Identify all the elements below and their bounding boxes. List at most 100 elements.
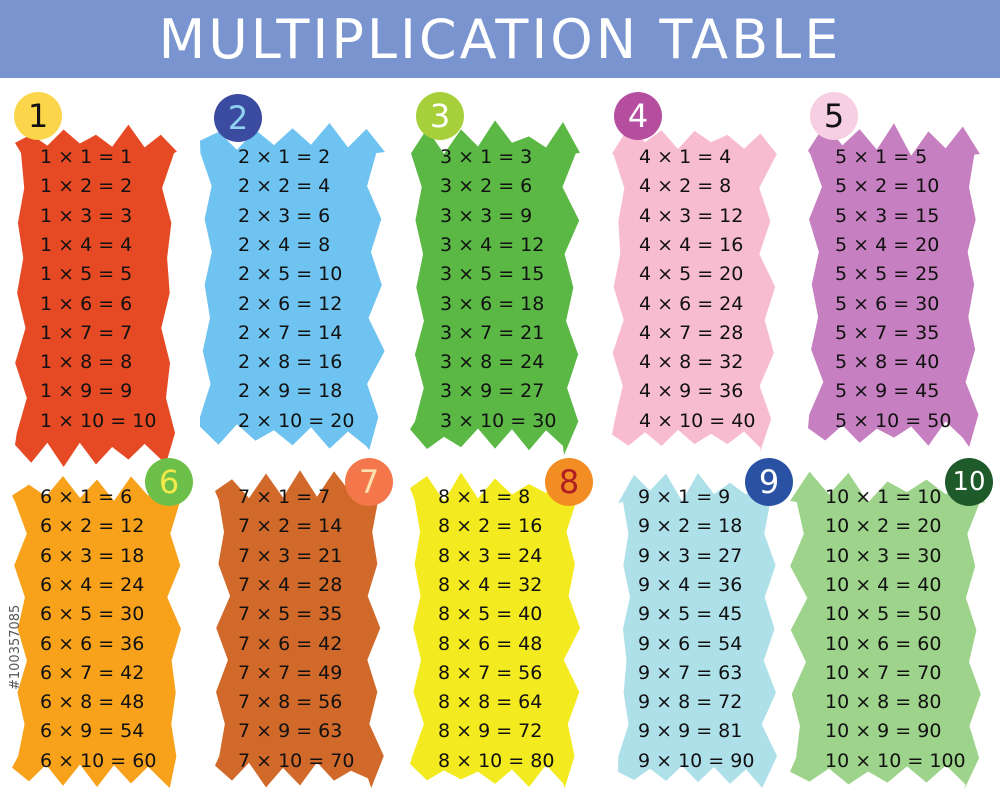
multiplication-fact: 5 × 1 = 5 bbox=[835, 146, 928, 168]
panel-background bbox=[790, 471, 985, 790]
multiplication-fact: 3 × 4 = 12 bbox=[440, 233, 545, 256]
multiplication-fact: 1 × 9 = 9 bbox=[40, 380, 133, 403]
table-6-panel: 6 × 1 = 6 6 × 2 = 12 6 × 3 = 18 6 × 4 = 24 6… bbox=[12, 470, 182, 788]
multiplication-fact: 6 × 8 = 48 bbox=[40, 691, 145, 714]
table-number-badge: 7 bbox=[345, 458, 393, 506]
multiplication-fact: 10 × 1 = 10 bbox=[825, 486, 942, 508]
multiplication-fact: 7 × 7 = 49 bbox=[238, 661, 343, 684]
panel-background bbox=[410, 120, 580, 455]
multiplication-fact: 1 × 8 = 8 bbox=[40, 351, 133, 374]
multiplication-fact: 8 × 10 = 80 bbox=[438, 749, 555, 772]
multiplication-fact: 4 × 1 = 4 bbox=[639, 146, 732, 168]
multiplication-fact: 5 × 6 = 30 bbox=[835, 292, 940, 315]
multiplication-fact: 5 × 7 = 35 bbox=[835, 321, 940, 344]
multiplication-fact: 7 × 4 = 28 bbox=[238, 573, 343, 596]
multiplication-fact: 7 × 9 = 63 bbox=[238, 720, 343, 743]
multiplication-fact: 10 × 3 = 30 bbox=[825, 544, 942, 567]
multiplication-fact: 4 × 4 = 16 bbox=[639, 233, 744, 256]
multiplication-fact: 6 × 4 = 24 bbox=[40, 573, 145, 596]
multiplication-fact: 6 × 5 = 30 bbox=[40, 603, 145, 626]
multiplication-fact: 4 × 7 = 28 bbox=[639, 321, 744, 344]
multiplication-fact: 3 × 7 = 21 bbox=[440, 321, 545, 344]
multiplication-fact: 10 × 5 = 50 bbox=[825, 603, 942, 626]
multiplication-fact: 9 × 7 = 63 bbox=[638, 661, 743, 684]
table-number-badge: 9 bbox=[745, 458, 793, 506]
multiplication-fact: 2 × 3 = 6 bbox=[238, 204, 331, 227]
multiplication-fact: 1 × 1 = 1 bbox=[40, 146, 133, 168]
multiplication-fact: 4 × 3 = 12 bbox=[639, 204, 744, 227]
panel-background bbox=[618, 473, 778, 788]
multiplication-fact: 2 × 2 = 4 bbox=[238, 175, 331, 198]
multiplication-fact: 5 × 8 = 40 bbox=[835, 351, 940, 374]
multiplication-fact: 9 × 8 = 72 bbox=[638, 691, 743, 714]
panel-background bbox=[808, 123, 980, 447]
multiplication-fact: 4 × 9 = 36 bbox=[639, 380, 744, 403]
multiplication-fact: 6 × 9 = 54 bbox=[40, 720, 145, 743]
multiplication-fact: 5 × 9 = 45 bbox=[835, 380, 940, 403]
page-title: MULTIPLICATION TABLE bbox=[158, 7, 842, 71]
multiplication-fact: 9 × 10 = 90 bbox=[638, 749, 755, 772]
table-number-badge: 3 bbox=[416, 92, 464, 140]
multiplication-fact: 3 × 8 = 24 bbox=[440, 351, 545, 374]
multiplication-fact: 6 × 1 = 6 bbox=[40, 486, 133, 508]
multiplication-fact: 9 × 3 = 27 bbox=[638, 544, 743, 567]
multiplication-fact: 7 × 3 = 21 bbox=[238, 544, 343, 567]
table-9-panel: 9 × 1 = 9 9 × 2 = 18 9 × 3 = 27 9 × 4 = 36 9… bbox=[618, 470, 778, 788]
multiplication-fact: 7 × 1 = 7 bbox=[238, 486, 331, 508]
table-number-badge: 4 bbox=[614, 92, 662, 140]
multiplication-fact: 6 × 7 = 42 bbox=[40, 661, 145, 684]
panel-background bbox=[200, 122, 385, 450]
multiplication-fact: 8 × 1 = 8 bbox=[438, 486, 531, 508]
multiplication-fact: 2 × 8 = 16 bbox=[238, 351, 343, 374]
multiplication-fact: 10 × 8 = 80 bbox=[825, 691, 942, 714]
multiplication-fact: 2 × 4 = 8 bbox=[238, 233, 331, 256]
table-number-badge: 6 bbox=[145, 458, 193, 506]
multiplication-fact: 7 × 6 = 42 bbox=[238, 632, 343, 655]
multiplication-fact: 5 × 10 = 50 bbox=[835, 409, 952, 432]
multiplication-fact: 8 × 8 = 64 bbox=[438, 691, 543, 714]
multiplication-fact: 8 × 3 = 24 bbox=[438, 544, 543, 567]
multiplication-fact: 3 × 6 = 18 bbox=[440, 292, 545, 315]
multiplication-fact: 3 × 5 = 15 bbox=[440, 263, 545, 286]
watermark-id: #100357085 bbox=[8, 604, 23, 690]
table-7-panel: 7 × 1 = 7 7 × 2 = 14 7 × 3 = 21 7 × 4 = 28 7… bbox=[215, 468, 385, 788]
multiplication-fact: 4 × 10 = 40 bbox=[639, 409, 756, 432]
table-number-badge: 10 bbox=[945, 458, 993, 506]
multiplication-fact: 8 × 2 = 16 bbox=[438, 515, 543, 538]
panel-background bbox=[15, 124, 177, 468]
multiplication-fact: 10 × 2 = 20 bbox=[825, 515, 942, 538]
multiplication-fact: 1 × 5 = 5 bbox=[40, 263, 133, 286]
multiplication-fact: 5 × 3 = 15 bbox=[835, 204, 940, 227]
multiplication-fact: 10 × 4 = 40 bbox=[825, 573, 942, 596]
multiplication-fact: 8 × 4 = 32 bbox=[438, 573, 543, 596]
panel-background bbox=[612, 127, 777, 452]
multiplication-fact: 1 × 6 = 6 bbox=[40, 292, 133, 315]
multiplication-fact: 8 × 9 = 72 bbox=[438, 720, 543, 743]
multiplication-fact: 6 × 3 = 18 bbox=[40, 544, 145, 567]
multiplication-fact: 7 × 5 = 35 bbox=[238, 603, 343, 626]
panel-background bbox=[12, 476, 182, 788]
multiplication-fact: 4 × 8 = 32 bbox=[639, 351, 744, 374]
panel-background bbox=[410, 468, 580, 788]
multiplication-fact: 6 × 6 = 36 bbox=[40, 632, 145, 655]
table-1-panel: 1 × 1 = 1 1 × 2 = 2 1 × 3 = 3 1 × 4 = 4 1 × … bbox=[15, 118, 177, 468]
multiplication-fact: 2 × 5 = 10 bbox=[238, 263, 343, 286]
table-8-panel: 8 × 1 = 8 8 × 2 = 16 8 × 3 = 24 8 × 4 = 32 8… bbox=[410, 468, 580, 788]
multiplication-fact: 5 × 2 = 10 bbox=[835, 175, 940, 198]
multiplication-fact: 4 × 5 = 20 bbox=[639, 263, 744, 286]
multiplication-fact: 10 × 7 = 70 bbox=[825, 661, 942, 684]
multiplication-fact: 3 × 3 = 9 bbox=[440, 204, 533, 227]
multiplication-fact: 9 × 2 = 18 bbox=[638, 515, 743, 538]
multiplication-fact: 9 × 5 = 45 bbox=[638, 603, 743, 626]
multiplication-fact: 1 × 3 = 3 bbox=[40, 204, 133, 227]
multiplication-fact: 9 × 6 = 54 bbox=[638, 632, 743, 655]
panel-background bbox=[215, 470, 385, 788]
multiplication-fact: 8 × 5 = 40 bbox=[438, 603, 543, 626]
multiplication-fact: 3 × 10 = 30 bbox=[440, 409, 557, 432]
table-number-badge: 8 bbox=[545, 458, 593, 506]
table-10-panel: 10 × 1 = 10 10 × 2 = 20 10 × 3 = 30 10 × 4 … bbox=[790, 470, 985, 790]
multiplication-fact: 8 × 7 = 56 bbox=[438, 661, 543, 684]
title-banner: MULTIPLICATION TABLE bbox=[0, 0, 1000, 78]
multiplication-fact: 6 × 2 = 12 bbox=[40, 515, 145, 538]
multiplication-fact: 3 × 2 = 6 bbox=[440, 175, 533, 198]
